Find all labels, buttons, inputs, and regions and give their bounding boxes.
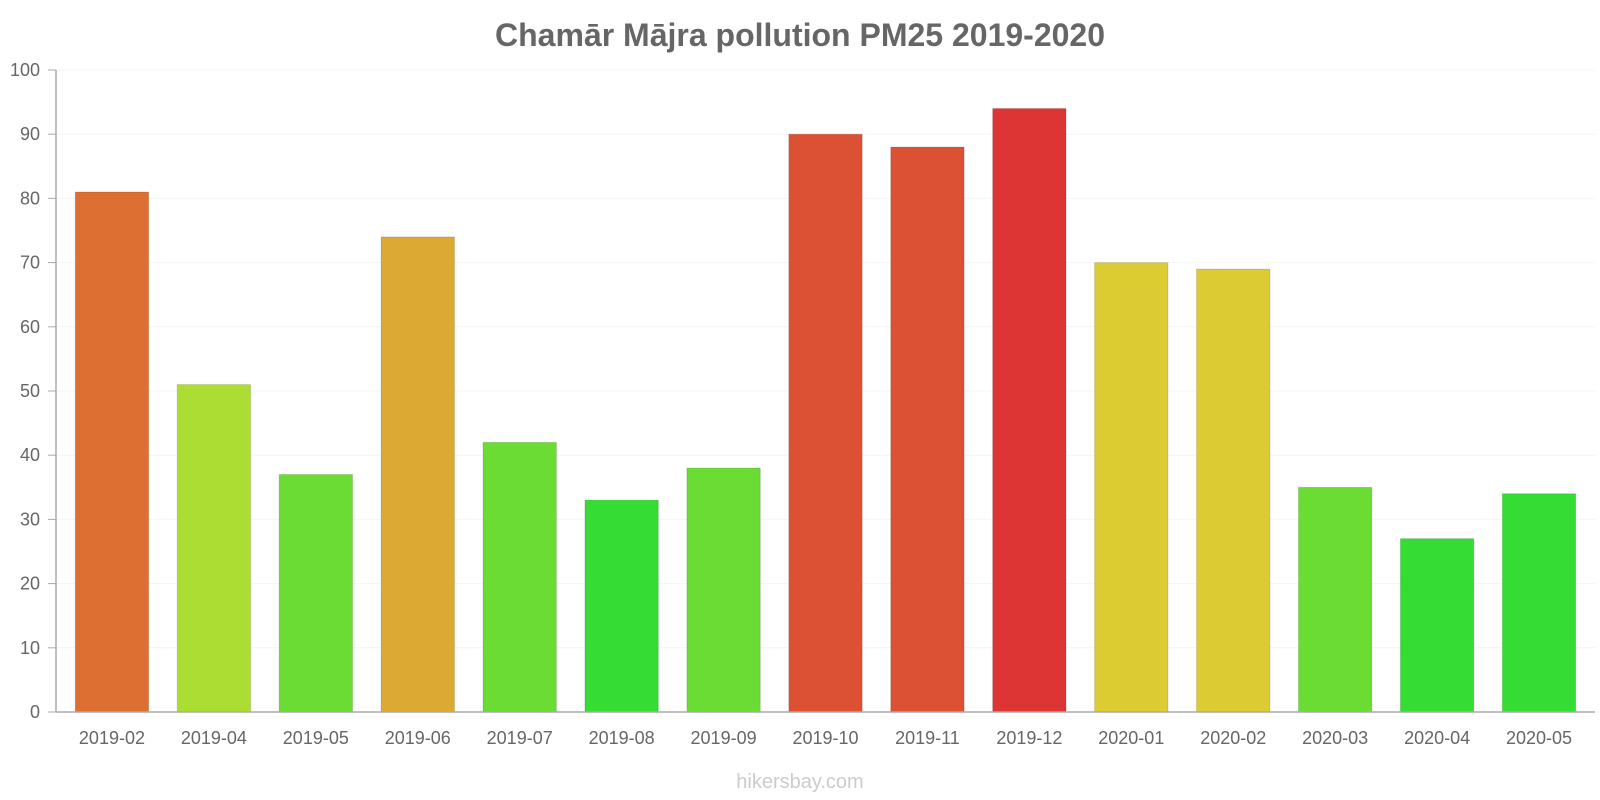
bar-2019-06 [380,236,455,713]
y-tick-label: 20 [20,574,40,594]
bar-2019-10 [788,133,863,713]
y-tick-label: 0 [30,702,40,722]
x-tick-labels: 2019-02 2019-04 2019-05 2019-06 2019-07 2019-… [79,728,1572,748]
bar-2020-03 [1297,486,1373,713]
bars [74,108,1577,713]
bar-2019-08 [584,499,659,713]
bar-2019-02 [74,191,150,713]
bar-2020-04 [1399,538,1475,713]
x-tick-label: 2019-07 [487,728,553,748]
x-tick-label: 2020-02 [1200,728,1266,748]
x-tick-label: 2020-05 [1506,728,1572,748]
y-tick-label: 90 [20,124,40,144]
x-tick-label: 2019-09 [691,728,757,748]
x-tick-label: 2019-12 [996,728,1062,748]
x-tick-label: 2020-04 [1404,728,1470,748]
y-tick-label: 50 [20,381,40,401]
bar-2019-09 [686,467,761,713]
x-tick-label: 2020-01 [1098,728,1164,748]
y-tick-label: 30 [20,509,40,529]
x-tick-label: 2019-05 [283,728,349,748]
bar-2019-04 [176,384,252,713]
x-tick-label: 2019-06 [385,728,451,748]
source-watermark: hikersbay.com [736,771,863,793]
bar-2019-05 [278,473,354,713]
x-tick-label: 2019-02 [79,728,145,748]
bar-2020-02 [1196,268,1271,713]
x-tick-label: 2019-04 [181,728,247,748]
x-tick-label: 2020-03 [1302,728,1368,748]
bar-2019-12 [992,108,1067,713]
x-tick-label: 2019-11 [895,728,960,748]
y-tick-label: 10 [20,638,40,658]
y-tick-label: 80 [20,188,40,208]
y-tick-labels: 0 10 20 30 40 50 60 70 80 90 100 [10,60,56,722]
y-tick-label: 70 [20,253,40,273]
bar-2019-07 [482,441,557,713]
bar-2020-05 [1501,493,1577,713]
bar-2020-01 [1094,262,1169,713]
x-tick-label: 2019-10 [792,728,858,748]
chart-title: Chamār Mājra pollution PM25 2019-2020 [495,17,1105,53]
x-tick-label: 2019-08 [589,728,655,748]
y-tick-label: 100 [10,60,40,80]
y-tick-label: 40 [20,445,40,465]
bar-2019-11 [890,146,965,713]
y-tick-label: 60 [20,317,40,337]
